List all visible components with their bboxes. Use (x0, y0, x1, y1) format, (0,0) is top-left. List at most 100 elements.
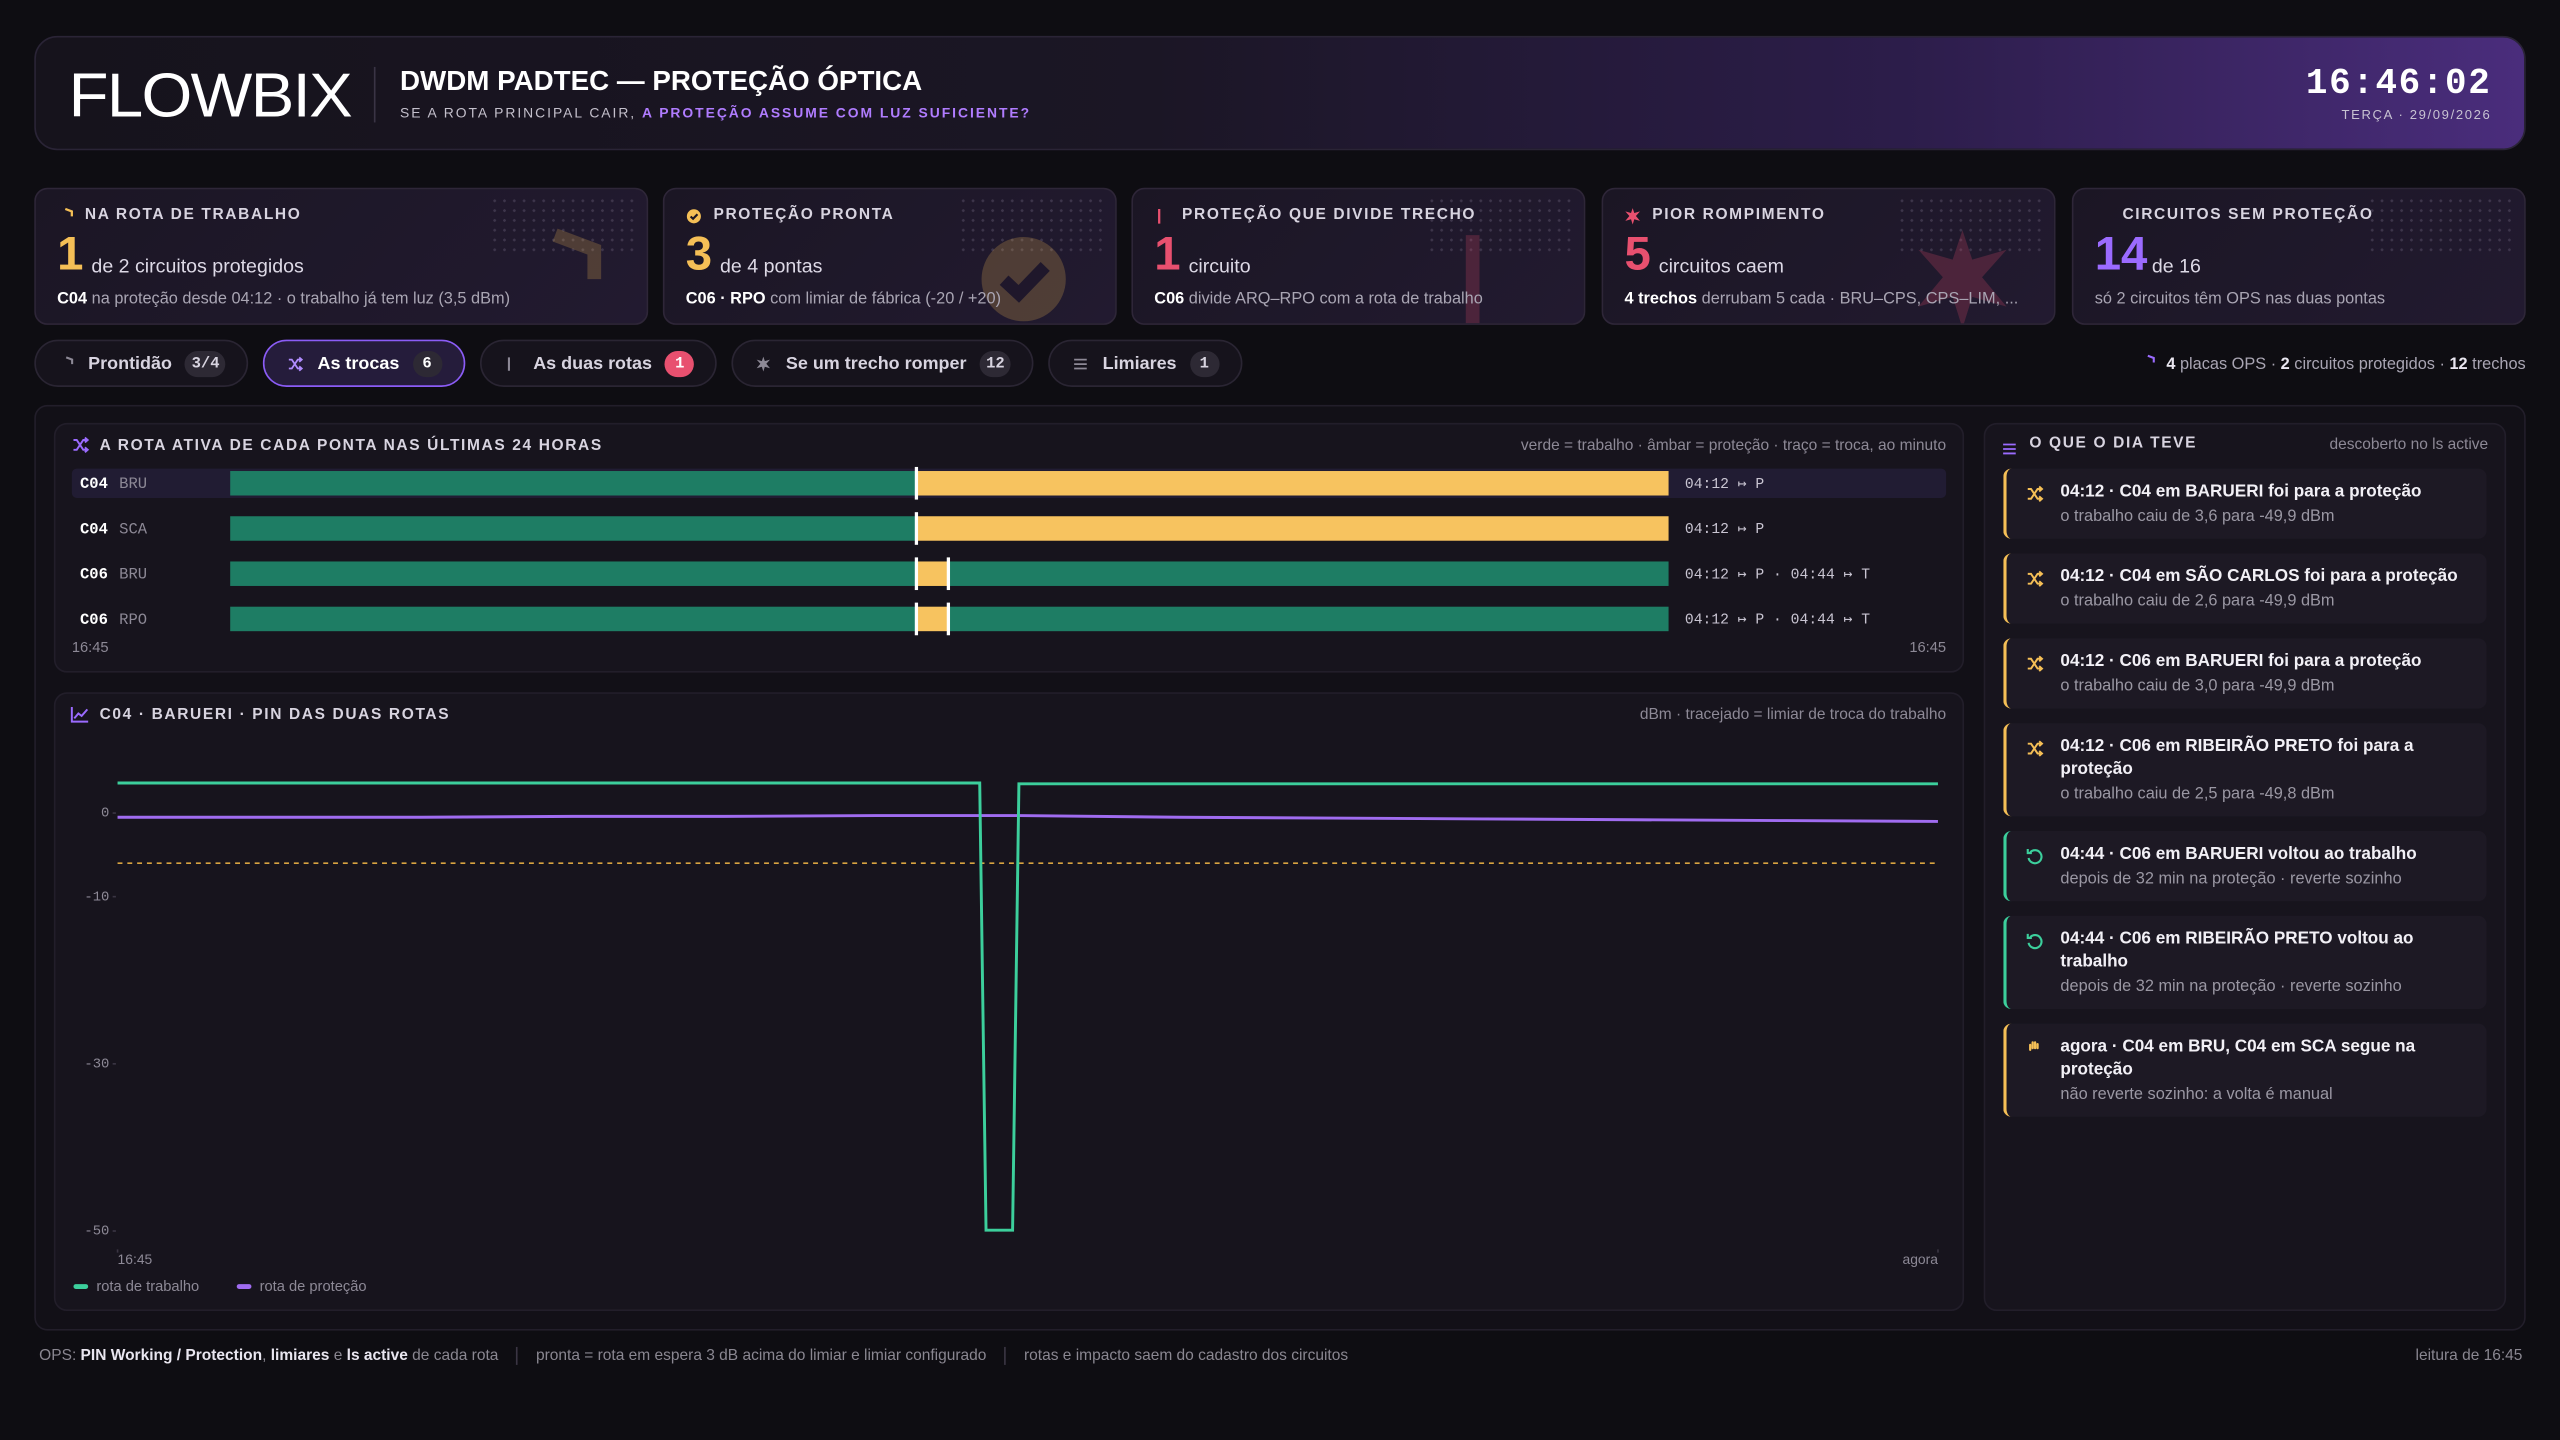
tab[interactable]: Prontidão 3/4 (34, 339, 249, 387)
kpi-detail-text: na proteção desde 04:12 · o trabalho já … (87, 290, 511, 309)
event-icon-wrap (2026, 736, 2044, 765)
icon (2027, 740, 2044, 757)
x-tick-label: agora (1903, 1251, 1939, 1267)
legend-swatch (73, 1284, 89, 1289)
row-status: 04:12 ↦ P (1685, 477, 1765, 493)
footer-part: , (262, 1346, 271, 1365)
tab[interactable]: As duas rotas 1 (479, 339, 718, 387)
kpi-card: PROTEÇÃO QUE DIVIDE TRECHO 1 circuito C0… (1131, 187, 1586, 325)
icon (757, 355, 771, 371)
card-pattern (1426, 195, 1574, 252)
tab[interactable]: As trocas 6 (263, 339, 465, 387)
events-list: 04:12 · C04 em BARUERI foi para a proteç… (2003, 468, 2487, 1117)
series-line (117, 814, 1938, 823)
icon (2003, 443, 2016, 455)
icon (65, 355, 74, 364)
tab-badge: 6 (412, 350, 442, 377)
summary-value: 4 (2166, 356, 2176, 375)
kpi-detail-text: com limiar de fábrica (-20 / +20) (765, 290, 1002, 309)
icon (1158, 208, 1161, 224)
icon (2026, 933, 2043, 950)
event-icon-wrap (2026, 651, 2044, 680)
segment (948, 606, 1669, 632)
kpi-label: CIRCUITOS SEM PROTEÇÃO (2122, 205, 2374, 224)
kpi-detail: C04 na proteção desde 04:12 · o trabalho… (57, 291, 510, 309)
divider (373, 66, 376, 123)
row-circuit: C06 (80, 611, 108, 629)
row-site: SCA (119, 520, 148, 538)
row-circuit: C06 (80, 566, 108, 584)
tab[interactable]: Limiares 1 (1048, 339, 1242, 387)
tab[interactable]: Se um trecho romper 12 (731, 339, 1035, 387)
segment (230, 606, 917, 632)
event-card: 04:44 · C06 em RIBEIRÃO PRETO voltou ao … (2003, 915, 2487, 1009)
icon (2026, 848, 2043, 865)
kpi-icon-wrap (1154, 204, 1172, 233)
kpi-value: 14 (2094, 228, 2148, 281)
event-title: 04:12 · C04 em BARUERI foi para a proteç… (2060, 481, 2422, 502)
legend-label: rota de proteção (260, 1279, 367, 1295)
icon (73, 436, 90, 453)
event-icon-wrap (2026, 482, 2044, 511)
date: TERÇA · 29/09/2026 (2341, 107, 2492, 123)
summary-value: 12 (2449, 356, 2468, 375)
icon (2147, 354, 2155, 363)
row-status: 04:12 ↦ P (1685, 522, 1765, 538)
y-tick-label: -30 (84, 1056, 109, 1072)
events-note: descoberto no ls active (2329, 435, 2489, 454)
series-line (117, 781, 1938, 1232)
event-card: 04:12 · C06 em BARUERI foi para a proteç… (2003, 638, 2487, 709)
timeline-x-label: 16:45 (72, 640, 109, 656)
tab-badge: 1 (1189, 350, 1220, 377)
tab-label: Se um trecho romper (785, 353, 967, 374)
kpi-icon-wrap (1624, 204, 1642, 233)
segment (916, 516, 1669, 541)
event-icon-wrap (2026, 844, 2044, 873)
kpi-unit: de 4 pontas (720, 254, 823, 278)
card-pattern (1897, 195, 2045, 252)
kpi-unit: de 2 circuitos protegidos (91, 254, 304, 278)
footer-note: pronta = rota em espera 3 dB acima do li… (516, 1346, 986, 1365)
row-site: RPO (119, 611, 147, 629)
chart-note: dBm · tracejado = limiar de troca do tra… (1640, 706, 1946, 723)
event-title: 04:12 · C06 em BARUERI foi para a proteç… (2060, 651, 2422, 672)
card-decoration (552, 228, 602, 280)
kpi-detail-text: derrubam 5 cada · BRU–CPS, CPS–LIM, ... (1697, 290, 2019, 309)
event-title: 04:12 · C06 em RIBEIRÃO PRETO foi para a… (2060, 736, 2414, 779)
event-card: 04:12 · C04 em SÃO CARLOS foi para a pro… (2003, 553, 2487, 624)
kpi-unit: circuito (1188, 254, 1251, 278)
chart-header (70, 706, 89, 723)
kpi-detail-text: divide ARQ–RPO com a rota de trabalho (1184, 290, 1483, 309)
row-status: 04:12 ↦ P · 04:44 ↦ T (1685, 613, 1870, 629)
icon (2027, 570, 2044, 587)
timeline-note: verde = trabalho · âmbar = proteção · tr… (1521, 437, 1946, 454)
icon (2027, 485, 2044, 502)
kpi-label: PROTEÇÃO PRONTA (713, 205, 895, 224)
event-card: 04:12 · C06 em RIBEIRÃO PRETO foi para a… (2003, 723, 2487, 817)
event-detail: o trabalho caiu de 2,6 para -49,9 dBm (2060, 592, 2335, 611)
events-icon-wrap (2002, 436, 2018, 465)
footer-part: e (329, 1346, 347, 1365)
timeline-x-label: 16:45 (1909, 640, 1946, 656)
kpi-icon-wrap (686, 204, 704, 233)
footer-part: limiares (270, 1346, 330, 1365)
event-card: 04:12 · C04 em BARUERI foi para a proteç… (2003, 468, 2487, 539)
row-status: 04:12 ↦ P · 04:44 ↦ T (1685, 567, 1870, 583)
icon (289, 355, 304, 371)
icon (2027, 655, 2044, 672)
kpi-detail: C06 divide ARQ–RPO com a rota de trabalh… (1154, 291, 1483, 309)
card-pattern (958, 195, 1106, 252)
event-detail: o trabalho caiu de 3,0 para -49,9 dBm (2060, 677, 2335, 696)
clock: 16:46:02 (2305, 63, 2492, 105)
kpi-unit: de 16 (2151, 254, 2201, 278)
tab-label: Limiares (1102, 353, 1177, 374)
logo: FLOWBIX (68, 62, 353, 131)
summary: 4 placas OPS · 2 circuitos protegidos · … (2140, 354, 2526, 375)
icon (64, 207, 73, 217)
footer-part: OPS: (39, 1346, 81, 1365)
events-title: O QUE O DIA TEVE (2029, 434, 2198, 453)
event-icon-wrap (2026, 929, 2044, 958)
legend-swatch (236, 1284, 252, 1289)
